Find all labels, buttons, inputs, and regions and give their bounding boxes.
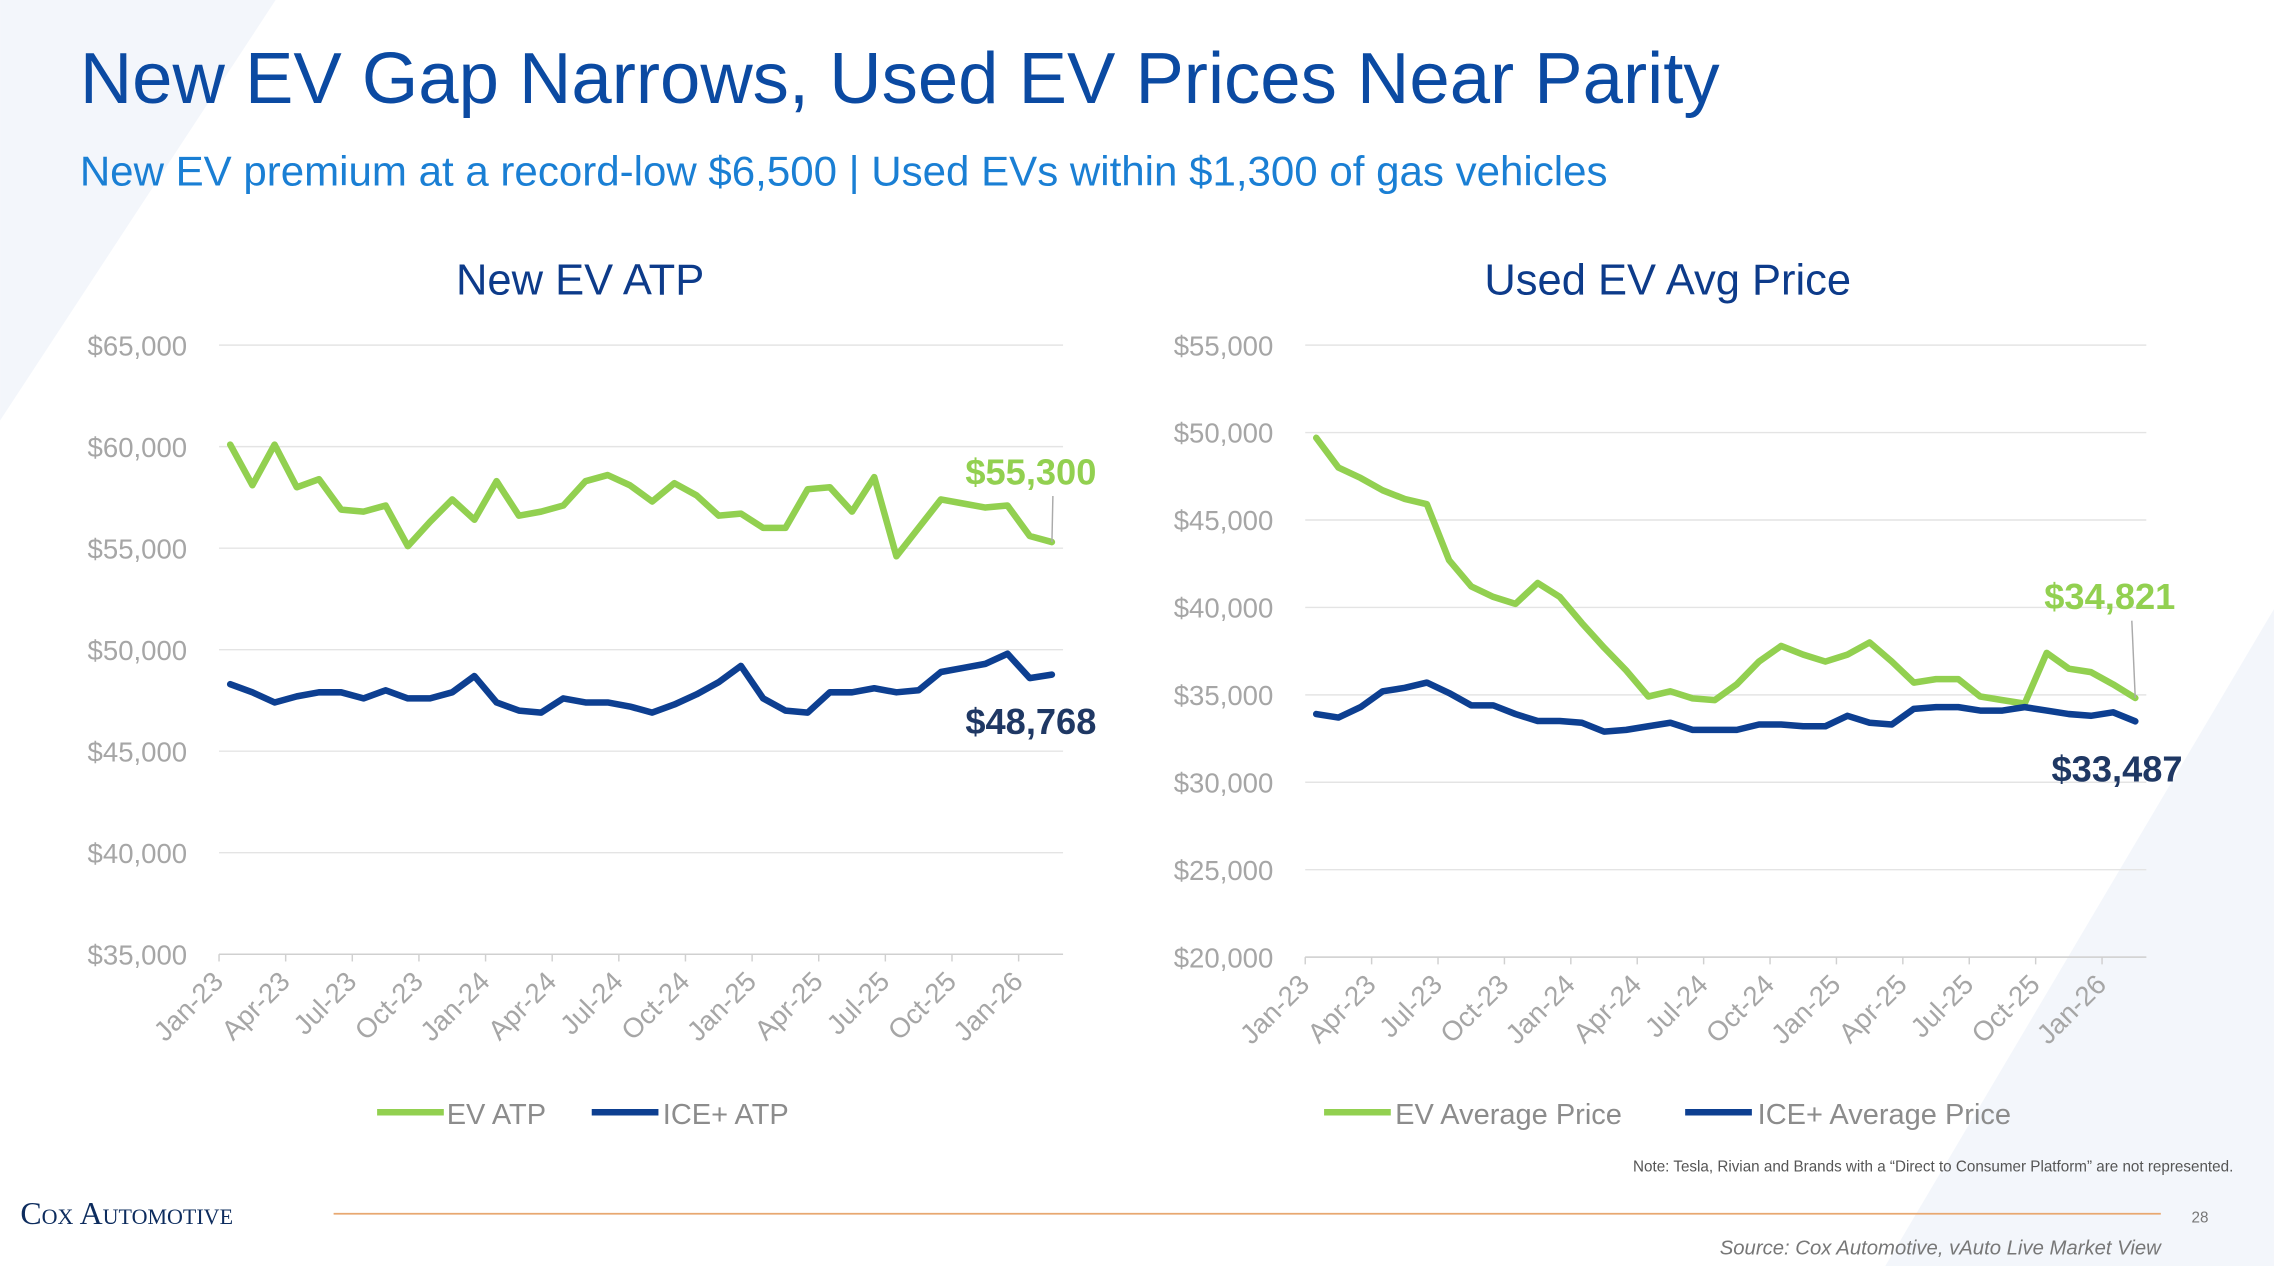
y-tick-label: $45,000 (1174, 505, 1274, 536)
series-line (226, 650, 1056, 716)
x-tick-label: Oct-24 (615, 966, 695, 1046)
value-label: $55,300 (965, 451, 1096, 492)
series-line (1312, 679, 2139, 735)
source: Source: Cox Automotive, vAuto Live Marke… (1720, 1237, 2162, 1259)
y-tick-label: $55,000 (88, 533, 188, 564)
x-tick-label: Jul-24 (554, 966, 629, 1041)
x-tick-label: Oct-25 (882, 966, 962, 1046)
x-tick-label: Oct-23 (349, 966, 429, 1046)
legend-label: EV Average Price (1395, 1099, 1622, 1131)
x-tick-label: Jan-23 (148, 966, 229, 1047)
x-tick-label: Oct-23 (1434, 968, 1514, 1048)
y-tick-label: $50,000 (1174, 418, 1274, 449)
series-line (1312, 434, 2139, 707)
legend-label: EV ATP (447, 1099, 546, 1131)
legend-label: ICE+ Average Price (1758, 1099, 2011, 1131)
leader-line (1051, 495, 1054, 543)
x-tick-label: Apr-23 (1301, 968, 1381, 1048)
x-tick-label: Jul-24 (1639, 968, 1714, 1043)
x-tick-label: Apr-25 (1832, 968, 1912, 1048)
y-tick-label: $60,000 (88, 432, 188, 463)
slide-subtitle: New EV premium at a record-low $6,500 | … (80, 148, 1608, 195)
y-tick-label: $25,000 (1174, 855, 1274, 886)
value-label: $34,821 (2044, 576, 2175, 617)
y-tick-label: $50,000 (88, 635, 188, 666)
y-tick-label: $45,000 (88, 736, 188, 767)
y-tick-label: $40,000 (1174, 593, 1274, 624)
x-tick-label: Apr-23 (215, 966, 295, 1046)
slide-title: New EV Gap Narrows, Used EV Prices Near … (80, 38, 1721, 119)
leader-line (2131, 620, 2136, 699)
x-tick-label: Apr-24 (482, 966, 562, 1046)
x-tick-label: Oct-24 (1700, 968, 1780, 1048)
page-number: 28 (2192, 1209, 2209, 1226)
x-tick-label: Jan-23 (1234, 968, 1315, 1049)
y-tick-label: $40,000 (88, 838, 188, 869)
value-label: $33,487 (2052, 749, 2183, 790)
x-tick-label: Jul-25 (820, 966, 895, 1041)
y-tick-label: $55,000 (1174, 330, 1274, 361)
x-tick-label: Jul-23 (1373, 968, 1448, 1043)
chart-title: Used EV Avg Price (1484, 256, 1851, 304)
x-tick-label: Jul-25 (1904, 968, 1979, 1043)
x-tick-label: Jan-24 (1499, 968, 1580, 1049)
x-tick-label: Jul-23 (287, 966, 362, 1041)
chart-title: New EV ATP (456, 256, 704, 304)
logo: Cox Automotive (20, 1196, 233, 1231)
x-tick-label: Jan-24 (414, 966, 495, 1047)
note: Note: Tesla, Rivian and Brands with a “D… (1633, 1159, 2233, 1176)
series-line (226, 441, 1056, 560)
x-tick-label: Jan-26 (947, 966, 1028, 1047)
y-tick-label: $65,000 (88, 330, 188, 361)
y-tick-label: $30,000 (1174, 767, 1274, 798)
x-tick-label: Jan-25 (1765, 968, 1846, 1049)
value-label: $48,768 (965, 701, 1096, 742)
x-tick-label: Jan-25 (681, 966, 762, 1047)
y-tick-label: $35,000 (88, 939, 188, 970)
x-tick-label: Apr-24 (1567, 968, 1647, 1048)
legend-label: ICE+ ATP (663, 1099, 789, 1131)
y-tick-label: $35,000 (1174, 680, 1274, 711)
x-tick-label: Apr-25 (748, 966, 828, 1046)
y-tick-label: $20,000 (1174, 942, 1274, 973)
